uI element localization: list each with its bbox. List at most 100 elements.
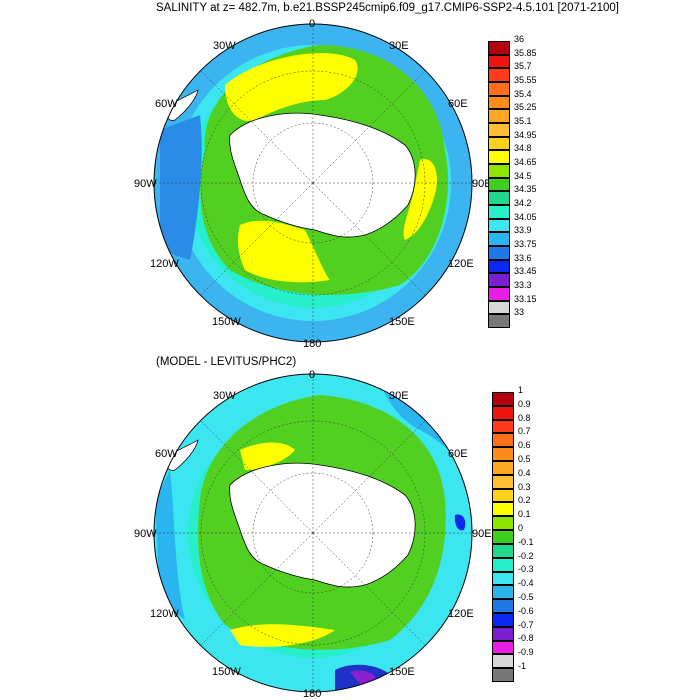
- top-colorbar-swatch: [488, 300, 510, 315]
- top-colorbar-label: 33.9: [514, 225, 532, 236]
- bottom-east-blue-spot: [454, 514, 466, 531]
- top-colorbar-label: 34.5: [514, 170, 532, 181]
- top-colorbar-swatch: [488, 109, 510, 123]
- top-colorbar-swatch: [488, 95, 510, 110]
- bottom-colorbar-label: 0.1: [518, 509, 531, 520]
- bottom-lon-label-0: 0: [309, 369, 316, 381]
- bottom-colorbar-swatch: [492, 447, 514, 462]
- bottom-colorbar-label: 0.7: [518, 426, 531, 437]
- top-east-yellow-band: [403, 159, 438, 240]
- bottom-colorbar-swatch: [492, 668, 514, 682]
- top-colorbar-swatch: [488, 287, 510, 301]
- top-meridians: [154, 24, 472, 342]
- top-colorbar-label: 35.7: [514, 61, 532, 72]
- top-colorbar-label: 34.65: [514, 156, 537, 167]
- bottom-lon-label-60e: 60E: [448, 448, 468, 460]
- top-lon-label-120e: 120E: [448, 258, 474, 270]
- bottom-colorbar-swatch: [492, 405, 514, 420]
- bottom-colorbar-label: 0.4: [518, 467, 531, 478]
- bottom-colorbar-label: 0.5: [518, 453, 531, 464]
- top-colorbar-swatch: [488, 232, 510, 246]
- bottom-colorbar-swatch: [492, 612, 514, 627]
- top-colorbar-swatch: [488, 177, 510, 192]
- top-colorbar-label: 35.85: [514, 47, 537, 58]
- top-colorbar-swatch: [488, 246, 510, 260]
- bottom-colorbar: 1 0.9 0.8 0.7 0.6 0.5 0.4 0.3 0.2 0.1 0 -0.1 -0.2 -0.…: [492, 385, 534, 682]
- bottom-west-blue-band: [155, 470, 185, 620]
- bottom-lon-label-90w: 90W: [134, 528, 157, 540]
- top-colorbar-swatch: [488, 68, 510, 82]
- bottom-colorbar-label: 0: [518, 523, 524, 533]
- top-colorbar-label: 33.6: [514, 252, 532, 263]
- bottom-colorbar-swatch: [492, 626, 514, 641]
- bottom-colorbar-swatch: [492, 502, 514, 517]
- top-colorbar-swatch: [488, 273, 510, 287]
- bottom-colorbar-label: 0.3: [518, 481, 531, 492]
- bottom-colorbar-label: 0.8: [518, 412, 531, 423]
- top-colorbar-label: 35.55: [514, 74, 537, 85]
- top-lon-label-150w: 150W: [212, 316, 241, 328]
- top-panel-title: SALINITY at z= 482.7m, b.e21.BSSP245cmip…: [156, 2, 619, 14]
- top-colorbar-swatch: [488, 136, 510, 151]
- top-colorbar-label: 34.2: [514, 197, 532, 208]
- bottom-colorbar-swatch: [492, 461, 514, 475]
- top-colorbar-swatch: [488, 191, 510, 205]
- top-colorbar-swatch: [488, 123, 510, 137]
- bottom-colorbar-swatch: [492, 640, 514, 655]
- bottom-colorbar-label: -0.2: [518, 550, 534, 561]
- top-colorbar-swatch: [488, 314, 510, 328]
- bottom-colorbar-swatch: [492, 516, 514, 531]
- top-colorbar-label: 33.45: [514, 266, 537, 277]
- top-colorbar-label: 34.35: [514, 184, 537, 195]
- bottom-colorbar-swatch: [492, 474, 514, 489]
- bottom-colorbar-label: 1: [518, 384, 524, 395]
- top-lon-label-120w: 120W: [150, 258, 179, 270]
- bottom-colorbar-swatch: [492, 557, 514, 572]
- bottom-ross-yellow-patch: [230, 624, 335, 647]
- top-colorbar-label: 34.05: [514, 211, 537, 222]
- top-continent-land: [229, 112, 416, 238]
- bottom-lon-label-150w: 150W: [212, 666, 241, 678]
- top-colorbar-label: 35.1: [514, 115, 532, 126]
- top-colorbar-label: 33.75: [514, 238, 537, 249]
- bottom-continent-land: [229, 462, 416, 588]
- bottom-weddell-yellow-patch: [240, 442, 295, 470]
- bottom-colorbar-label: -0.1: [518, 536, 534, 547]
- top-lon-label-30e: 30E: [389, 40, 409, 52]
- bottom-lon-label-120w: 120W: [150, 608, 179, 620]
- bottom-panel-title: (MODEL - LEVITUS/PHC2): [156, 356, 297, 368]
- top-colorbar-swatch: [488, 41, 510, 55]
- top-lon-label-60e: 60E: [448, 98, 468, 110]
- top-colorbar-label: 33.3: [514, 279, 532, 290]
- top-lon-label-90e: 90E: [472, 178, 492, 190]
- bottom-colorbar-swatch: [492, 543, 514, 558]
- bottom-lon-label-180: 180: [303, 688, 322, 700]
- top-colorbar-swatch: [488, 82, 510, 96]
- bottom-colorbar-swatch: [492, 530, 514, 544]
- bottom-lon-label-150e: 150E: [389, 666, 415, 678]
- top-colorbar-swatch: [488, 205, 510, 219]
- bottom-colorbar-swatch: [492, 599, 514, 613]
- bottom-colorbar-label: 0.6: [518, 440, 531, 451]
- top-ross-yellow-gyre: [237, 220, 330, 283]
- bottom-colorbar-label: -0.3: [518, 564, 534, 575]
- bottom-colorbar-label: 0.2: [518, 495, 531, 506]
- bottom-colorbar-label: -0.9: [518, 647, 534, 658]
- bottom-lon-label-120e: 120E: [448, 608, 474, 620]
- top-colorbar-swatch: [488, 54, 510, 69]
- top-lon-label-150e: 150E: [389, 316, 415, 328]
- bottom-colorbar-swatch: [492, 488, 514, 503]
- bottom-colorbar-label: 0.9: [518, 398, 531, 409]
- bottom-lon-label-30e: 30E: [389, 390, 409, 402]
- top-colorbar-swatch: [488, 150, 510, 164]
- top-colorbar-swatch: [488, 218, 510, 233]
- top-colorbar-label: 36: [514, 33, 525, 44]
- bottom-map-border: [153, 373, 473, 693]
- top-colorbar: 36 35.85 35.7 35.55 35.4 35.25 35.1 34.95 34.8 34…: [488, 34, 537, 328]
- bottom-colorbar-swatch: [492, 654, 514, 669]
- top-lon-label-180: 180: [303, 338, 322, 350]
- top-peninsula-land: [164, 89, 199, 121]
- top-colorbar-label: 35.25: [514, 102, 537, 113]
